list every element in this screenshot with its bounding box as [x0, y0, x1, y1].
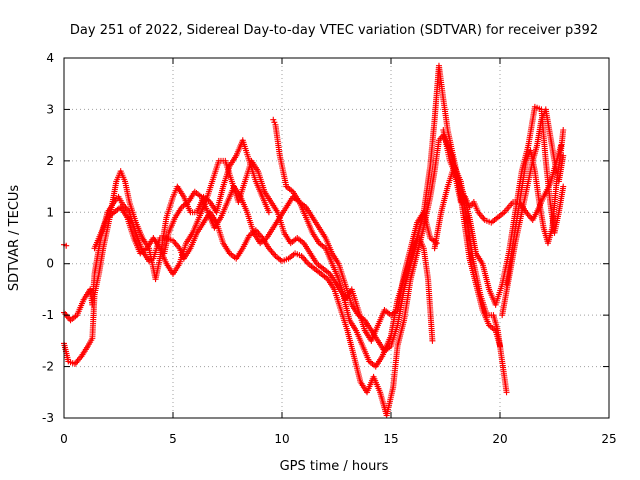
- x-tick-label: 15: [383, 432, 398, 446]
- data-point: [265, 209, 272, 216]
- y-tick-labels: 4 3 2 1 0 -1 -2 -3: [42, 51, 54, 425]
- chart-title: Day 251 of 2022, Sidereal Day-to-day VTE…: [70, 23, 598, 38]
- data-points: [61, 62, 567, 419]
- series-track-2: [61, 62, 567, 367]
- data-point: [433, 240, 440, 247]
- y-tick-label: 2: [46, 154, 54, 168]
- series-track-1: [61, 132, 565, 419]
- y-tick-label: 1: [46, 205, 54, 219]
- series-track-3: [91, 106, 567, 396]
- x-tick-label: 0: [60, 432, 68, 446]
- x-axis-label: GPS time / hours: [280, 459, 389, 474]
- y-tick-label: 0: [46, 257, 54, 271]
- y-axis-label: SDTVAR / TECUs: [7, 185, 22, 292]
- y-tick-label: -2: [42, 360, 54, 374]
- y-tick-label: 3: [46, 102, 54, 116]
- y-tick-label: -1: [42, 308, 54, 322]
- axis-ticks: [63, 57, 610, 419]
- data-point: [560, 183, 567, 190]
- data-point: [503, 389, 510, 396]
- x-tick-labels: 0 5 10 15 20 25: [60, 432, 616, 446]
- x-tick-label: 10: [274, 432, 289, 446]
- plot-frame: [63, 57, 610, 419]
- grid-lines: [64, 58, 609, 418]
- x-tick-label: 25: [601, 432, 616, 446]
- data-point: [560, 152, 567, 159]
- x-tick-label: 20: [492, 432, 507, 446]
- data-point: [429, 337, 436, 344]
- data-point: [270, 116, 277, 123]
- series-track-4: [161, 103, 567, 344]
- data-point: [560, 127, 567, 133]
- x-tick-label: 5: [169, 432, 177, 446]
- data-point: [271, 119, 278, 126]
- y-tick-label: -3: [42, 411, 54, 425]
- y-tick-label: 4: [46, 51, 54, 65]
